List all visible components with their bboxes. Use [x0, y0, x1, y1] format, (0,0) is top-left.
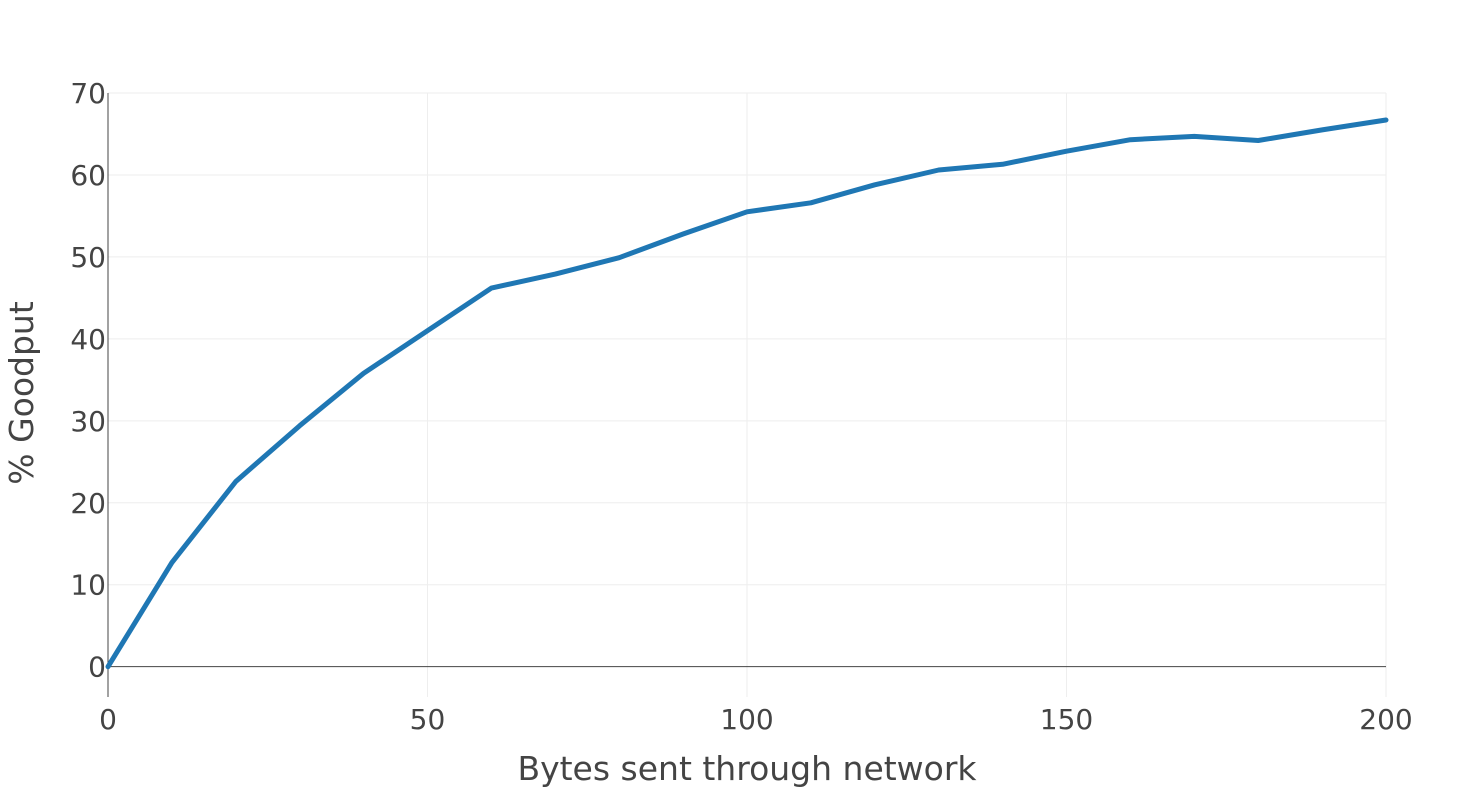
- x-tick-label: 200: [1359, 703, 1412, 736]
- x-tick-label: 0: [99, 703, 117, 736]
- grid-layer: [108, 92, 1387, 697]
- y-tick-label: 40: [70, 323, 106, 356]
- x-tick-label: 50: [410, 703, 446, 736]
- x-tick-label: 100: [720, 703, 773, 736]
- series-layer: [105, 117, 1389, 670]
- y-tick-label: 10: [70, 569, 106, 602]
- y-tick-label: 30: [70, 405, 106, 438]
- y-tick-label: 20: [70, 487, 106, 520]
- x-axis-title: Bytes sent through network: [517, 749, 977, 788]
- label-layer: 0 10 20 30 40 50 60 70 0 50 100 150 200: [70, 77, 1412, 736]
- axis-layer: [107, 93, 1386, 697]
- y-axis-title: % Goodput: [2, 301, 41, 485]
- y-tick-label: 70: [70, 77, 106, 110]
- y-tick-label: 50: [70, 241, 106, 274]
- series-line: [105, 117, 1389, 670]
- y-tick-label: 0: [88, 651, 106, 684]
- y-tick-label: 60: [70, 159, 106, 192]
- x-tick-label: 150: [1040, 703, 1093, 736]
